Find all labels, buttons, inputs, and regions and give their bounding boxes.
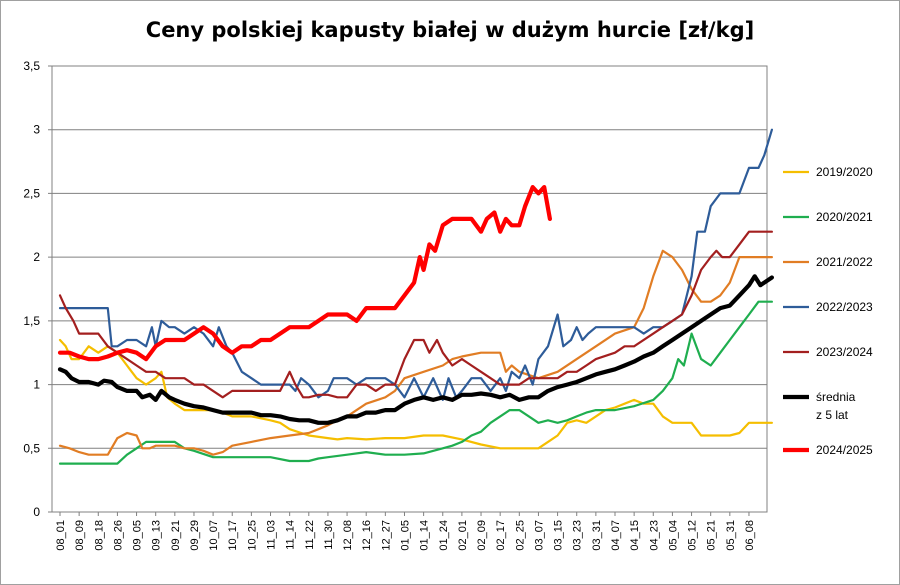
x-tick-label: 08_01 [55, 520, 67, 551]
legend-item-4: 2023/2024 [783, 345, 873, 359]
series-lines [57, 128, 774, 465]
x-tick-label: 06_08 [744, 520, 756, 551]
x-tick-label: 08_09 [74, 520, 86, 551]
legend-label: 2020/2021 [816, 210, 873, 224]
x-tick-label: 09_21 [170, 520, 182, 551]
x-tick-label: 11_14 [285, 520, 297, 550]
x-tick-label: 08_18 [93, 520, 105, 551]
x-tick-label: 04_07 [610, 520, 622, 551]
x-tick-label: 01_14 [419, 520, 431, 551]
legend-label: 2022/2023 [816, 300, 873, 314]
x-tick-label: 03_07 [533, 520, 545, 551]
x-tick-label: 10_07 [208, 520, 220, 551]
x-tick-label: 12_27 [380, 520, 392, 551]
x-tick-label: 04_23 [648, 520, 660, 551]
legend: 2019/2020 2020/2021 2021/2022 2022/2023 2023… [783, 165, 873, 457]
y-tick-label: 2,5 [23, 186, 40, 200]
x-tick-label: 02_25 [514, 520, 526, 551]
x-tick-label: 04_15 [629, 520, 641, 551]
x-tick-label: 05_04 [667, 520, 679, 551]
x-tick-label: 05_21 [706, 520, 718, 551]
legend-label: 2023/2024 [816, 345, 873, 359]
x-tick-label: 05_12 [687, 520, 699, 551]
series-line-6 [57, 185, 552, 362]
x-tick-label: 01_05 [399, 520, 411, 551]
legend-item-2: 2021/2022 [783, 255, 873, 269]
x-tick-label: 10_25 [246, 520, 258, 551]
legend-label: 2024/2025 [816, 443, 873, 457]
legend-item-0: 2019/2020 [783, 165, 873, 179]
x-tick-label: 09_05 [132, 520, 144, 551]
legend-label-line2: z 5 lat [816, 408, 849, 422]
x-axis-ticks: 08_01 08_09 08_18 08_26 09_05 09_13 09_21 09_29… [55, 512, 756, 551]
legend-item-3: 2022/2023 [783, 300, 873, 314]
x-tick-label: 09_13 [151, 520, 163, 551]
x-tick-label: 01_24 [438, 520, 450, 551]
legend-item-6: 2024/2025 [783, 443, 873, 457]
x-tick-label: 08_26 [112, 520, 124, 551]
y-tick-label: 3 [33, 123, 40, 137]
legend-label: średnia [816, 390, 856, 404]
x-tick-label: 03_15 [553, 520, 565, 551]
y-tick-label: 1,5 [23, 314, 40, 328]
y-tick-label: 1 [33, 378, 40, 392]
legend-label: 2021/2022 [816, 255, 873, 269]
x-tick-label: 11_30 [323, 520, 335, 550]
legend-item-5: średnia z 5 lat [783, 390, 856, 422]
x-tick-label: 12_08 [342, 520, 354, 551]
series-line-5 [57, 274, 774, 425]
x-tick-label: 10_17 [227, 520, 239, 551]
y-tick-label: 0 [33, 505, 40, 519]
x-tick-label: 02_09 [476, 520, 488, 551]
x-tick-label: 05_31 [725, 520, 737, 551]
x-tick-label: 09_29 [189, 520, 201, 551]
y-tick-label: 3,5 [23, 59, 40, 73]
series-line-0 [58, 338, 773, 450]
x-tick-label: 11_22 [304, 520, 316, 550]
x-tick-label: 03_31 [591, 520, 603, 551]
y-tick-label: 2 [33, 250, 40, 264]
x-tick-label: 02_17 [495, 520, 507, 551]
series-line-4 [58, 230, 773, 399]
legend-item-1: 2020/2021 [783, 210, 873, 224]
y-axis-ticks: 0 0,5 1 1,5 2 2,5 3 3,5 [23, 59, 40, 519]
y-tick-label: 0,5 [23, 441, 40, 455]
legend-label: 2019/2020 [816, 165, 873, 179]
x-tick-label: 12_16 [361, 520, 373, 551]
grid-lines [48, 65, 768, 513]
x-tick-label: 02_01 [457, 520, 469, 551]
chart-title: Ceny polskiej kapusty białej w dużym hur… [145, 18, 755, 42]
x-tick-label: 03_23 [572, 520, 584, 551]
x-tick-label: 11_03 [266, 520, 278, 550]
series-line-2 [58, 249, 773, 456]
